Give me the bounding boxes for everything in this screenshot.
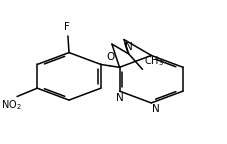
Text: N: N [152,104,159,114]
Text: CH$_3$: CH$_3$ [143,54,163,68]
Text: NO$_2$: NO$_2$ [1,98,22,112]
Text: F: F [64,22,69,32]
Text: N: N [115,93,123,103]
Text: O: O [106,52,114,62]
Text: N: N [124,42,132,52]
